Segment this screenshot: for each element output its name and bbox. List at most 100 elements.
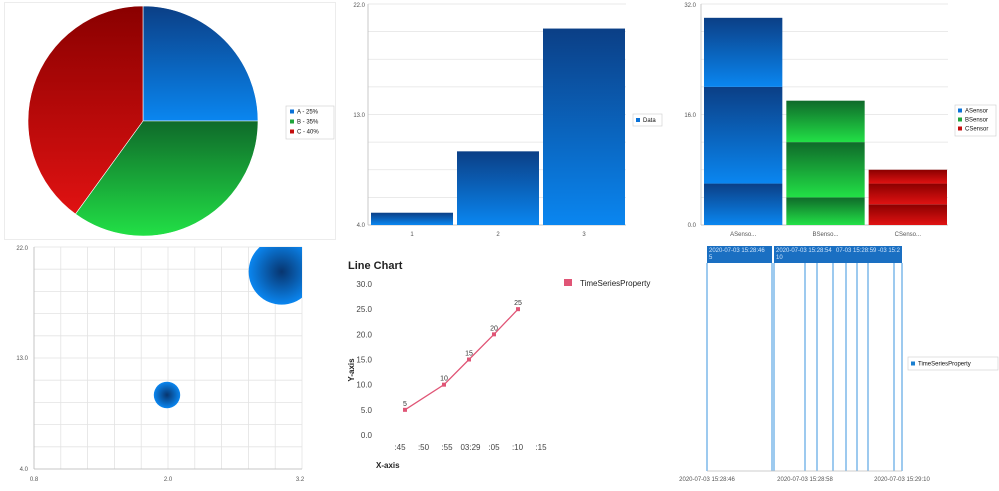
- stacked-bar-chart-panel: 0.0 16.0 32.0 ASenso... BSenso... CSenso..…: [668, 0, 999, 240]
- bubble-ytick-2: 22.0: [16, 246, 28, 252]
- line-point-4: [516, 307, 520, 312]
- line-xtick-2: :55: [441, 443, 453, 452]
- bar-chart: 4.0 13.0 22.0 1 2 3 Data: [353, 3, 663, 238]
- line-y-axis-label: Y-axis: [347, 358, 356, 382]
- pie-slice-c: [27, 5, 144, 215]
- line-chart: Line Chart Y-axis X-axis 0.0 5.0 10.0 15.0 2…: [347, 260, 650, 470]
- bar-legend-swatch: [636, 118, 640, 122]
- pie-chart-panel: A - 25% B - 35% C - 40%: [4, 2, 336, 240]
- line-legend: TimeSeriesProperty: [564, 279, 650, 288]
- bar-ytick-0: 4.0: [357, 223, 366, 229]
- line-point-label-1: 10: [440, 376, 448, 383]
- timeline-legend-label: TimeSeriesProperty: [918, 362, 971, 368]
- timeline-event-box-3: [876, 246, 902, 263]
- stack-ytick-1: 16.0: [684, 113, 696, 119]
- stack-xtick-1: BSenso...: [812, 232, 838, 238]
- stacked-bar-ASensor-segment-1: [704, 86, 783, 184]
- timeline-event-value-1: 10: [776, 255, 783, 261]
- timeline-legend: TimeSeriesProperty: [907, 356, 999, 371]
- stack-ytick-2: 32.0: [684, 3, 696, 9]
- pie-slice-b: [74, 120, 259, 237]
- stacked-bar-BSensor-segment-0: [786, 197, 865, 225]
- bubble-chart: 4.0 13.0 22.0 0.8 2.0 3.2: [16, 246, 305, 483]
- timeline-event-label-1: 2020-07-03 15:28:54: [776, 248, 832, 254]
- stacked-bar-BSensor-segment-1: [786, 142, 865, 198]
- timeline-xtick-2: 2020-07-03 15:29:10: [874, 477, 930, 483]
- bubble-chart-panel: 4.0 13.0 22.0 0.8 2.0 3.2: [0, 243, 333, 486]
- stack-legend-swatch-b: [958, 117, 962, 122]
- stack-legend-label-b: BSensor: [965, 118, 988, 124]
- line-legend-swatch: [564, 279, 572, 286]
- stacked-bar-ASensor-segment-0: [704, 183, 783, 225]
- pie-slice-a: [142, 5, 259, 122]
- stacked-bar-ASensor-segment-2: [704, 17, 783, 87]
- line-xtick-1: :50: [418, 443, 430, 452]
- stack-legend-label-c: CSensor: [965, 127, 988, 133]
- stack-legend-label-a: ASensor: [965, 109, 988, 115]
- bubble-xtick-1: 2.0: [164, 477, 173, 483]
- line-xtick-5: :10: [512, 443, 524, 452]
- stack-xtick-0: ASenso...: [730, 232, 756, 238]
- bar-ytick-2: 22.0: [353, 3, 365, 9]
- line-point-label-4: 25: [514, 300, 522, 307]
- line-point-0: [403, 407, 407, 412]
- line-ytick-2: 10.0: [356, 381, 372, 390]
- stacked-bar-BSensor-segment-2: [786, 100, 865, 143]
- bar-legend-label: Data: [643, 118, 656, 124]
- stack-legend-swatch-c: [958, 126, 962, 131]
- timeline-xtick-1: 2020-07-03 15:28:58: [777, 477, 833, 483]
- line-point-1: [442, 382, 446, 387]
- stacked-bar-CSensor-segment-0: [868, 204, 947, 225]
- timeline-legend-swatch: [911, 361, 915, 366]
- line-ytick-5: 25.0: [356, 305, 372, 314]
- bar-ytick-1: 13.0: [353, 113, 365, 119]
- timeline-event-box-1: [774, 246, 834, 263]
- bubble-xtick-2: 3.2: [296, 477, 305, 483]
- line-chart-panel: Line Chart Y-axis X-axis 0.0 5.0 10.0 15.0 2…: [336, 252, 666, 486]
- timeline-event-label-0: 2020-07-03 15:28:46: [709, 248, 765, 254]
- timeline-event-label-2: 07-03 15:28:59: [836, 248, 877, 254]
- line-ytick-1: 5.0: [361, 406, 373, 415]
- line-point-2: [467, 357, 471, 362]
- line-point-3: [492, 332, 496, 337]
- line-point-label-2: 15: [465, 351, 473, 358]
- timeline-chart-panel: 2020-07-03 15:28:46 5 2020-07-03 15:28:54 1…: [668, 243, 999, 486]
- bar-xtick-2: 2: [496, 232, 500, 238]
- timeline-event-box-2: [834, 246, 876, 263]
- line-xtick-6: :15: [535, 443, 547, 452]
- timeline-xtick-0: 2020-07-03 15:28:46: [679, 477, 735, 483]
- stacked-bar-CSensor-segment-2: [868, 169, 947, 184]
- line-ytick-3: 15.0: [356, 356, 372, 365]
- line-xtick-0: :45: [394, 443, 406, 452]
- stack-xtick-2: CSenso...: [895, 232, 922, 238]
- legend-swatch-b: [290, 119, 294, 124]
- bar-3: [543, 28, 625, 225]
- line-ytick-4: 20.0: [356, 330, 372, 339]
- bar-xtick-3: 3: [582, 232, 586, 238]
- timeline-event-label-3: -03 15:2: [878, 248, 901, 254]
- bar-chart-panel: 4.0 13.0 22.0 1 2 3 Data: [336, 0, 666, 240]
- line-legend-label: TimeSeriesProperty: [580, 279, 650, 288]
- stack-legend-swatch-a: [958, 108, 962, 113]
- pie-legend: A - 25% B - 35% C - 40%: [285, 105, 335, 140]
- legend-swatch-c: [290, 129, 294, 134]
- line-x-axis-label: X-axis: [376, 461, 400, 470]
- bubble-point-1: [153, 381, 181, 409]
- line-ytick-6: 30.0: [356, 280, 372, 289]
- bar-2: [457, 151, 539, 225]
- legend-swatch-a: [290, 109, 294, 114]
- stacked-bar-chart: 0.0 16.0 32.0 ASenso... BSenso... CSenso..…: [684, 3, 997, 238]
- line-point-label-0: 5: [403, 401, 407, 408]
- legend-label-a: A - 25%: [297, 110, 319, 116]
- timeline-event-box-0: [707, 246, 772, 263]
- pie-chart: A - 25% B - 35% C - 40%: [27, 5, 335, 237]
- stacked-legend: ASensor BSensor CSensor: [954, 104, 997, 137]
- legend-label-c: C - 40%: [297, 130, 319, 136]
- bar-xtick-1: 1: [410, 232, 414, 238]
- line-xtick-4: :05: [488, 443, 500, 452]
- bar-legend: Data: [632, 113, 663, 127]
- bubble-xtick-0: 0.8: [30, 477, 39, 483]
- line-xtick-3: 03:29: [460, 443, 481, 452]
- legend-label-b: B - 35%: [297, 120, 319, 126]
